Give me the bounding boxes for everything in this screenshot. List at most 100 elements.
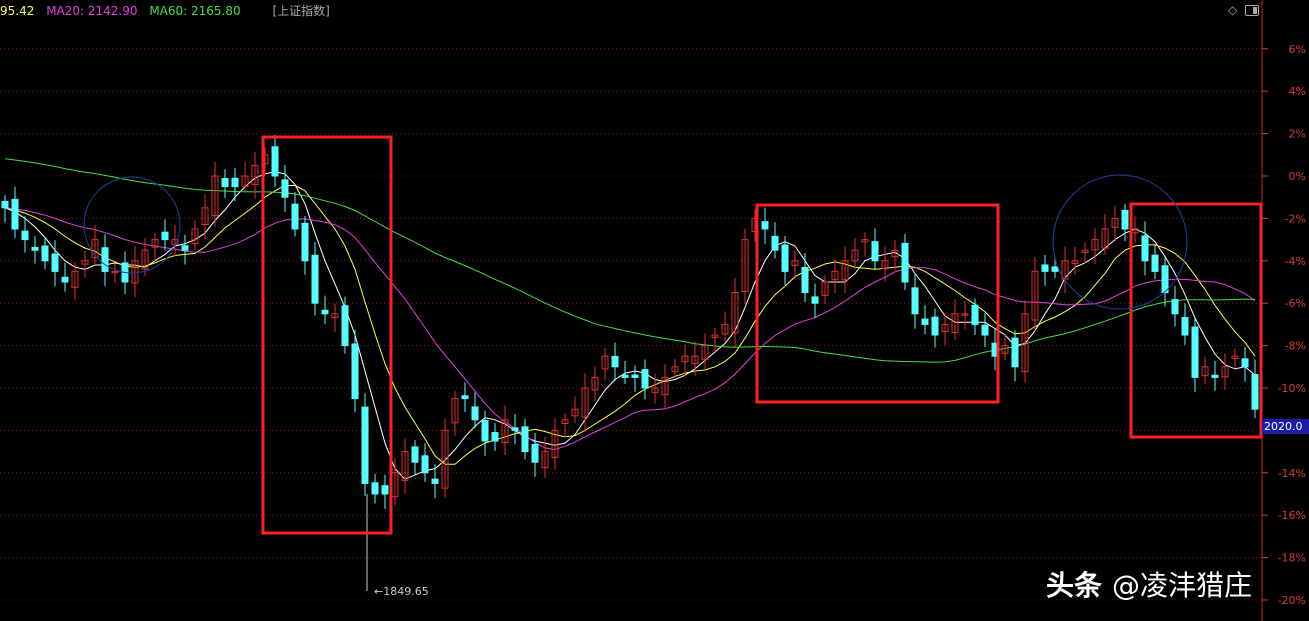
- candle-up: [591, 376, 599, 391]
- ma5-value: 95.42: [0, 4, 35, 18]
- candle-down: [311, 254, 319, 304]
- ma-legend: 95.42 MA20: 2142.90 MA60: 2165.80 [上证指数]: [0, 2, 338, 19]
- candle-up: [701, 345, 709, 360]
- candle-up: [791, 260, 799, 266]
- candle-up: [881, 260, 889, 270]
- candle-up: [1001, 345, 1009, 354]
- candle-up: [191, 228, 199, 245]
- candle-down: [11, 198, 19, 230]
- candle-down: [801, 267, 809, 294]
- candle-up: [1201, 366, 1209, 377]
- candle-down: [1041, 264, 1049, 272]
- watermark-brand: 头条: [1046, 569, 1103, 602]
- candle-down: [631, 374, 639, 378]
- candle-up: [731, 292, 739, 334]
- candle-down: [31, 246, 39, 251]
- candle-down: [931, 316, 939, 336]
- candle-down: [411, 446, 419, 463]
- panel-toggle-icon[interactable]: [1245, 5, 1260, 16]
- y-tick-label: -2%: [1285, 212, 1306, 225]
- candle-up: [831, 270, 839, 281]
- candle-up: [561, 419, 569, 424]
- candle-up: [1111, 217, 1119, 228]
- candle-down: [781, 244, 789, 272]
- candle-up: [551, 429, 559, 458]
- candle-down: [1, 200, 9, 209]
- candle-down: [511, 427, 519, 431]
- y-tick-label: 4%: [1289, 85, 1306, 98]
- y-tick-label: -18%: [1278, 552, 1306, 565]
- candle-up: [501, 419, 509, 443]
- candle-down: [471, 406, 479, 421]
- candle-up: [941, 323, 949, 333]
- candle-up: [861, 239, 869, 243]
- candle-up: [1031, 270, 1039, 321]
- candle-up: [401, 451, 409, 481]
- candle-up: [1021, 313, 1029, 373]
- candle-up: [111, 270, 119, 274]
- ma20-value: MA20: 2142.90: [46, 4, 138, 18]
- y-tick-label: -4%: [1285, 255, 1306, 268]
- candle-up: [841, 260, 849, 281]
- candle-up: [671, 366, 679, 372]
- candle-up: [211, 175, 219, 217]
- candle-up: [601, 355, 609, 370]
- current-price-tag: 2020.0: [1262, 419, 1309, 434]
- candle-up: [581, 387, 589, 418]
- candle-up: [651, 387, 659, 393]
- candle-up: [151, 239, 159, 248]
- candle-down: [611, 355, 619, 368]
- candle-up: [1071, 260, 1079, 264]
- candle-down: [811, 296, 819, 304]
- candle-down: [761, 221, 769, 230]
- highlight-box: [1129, 202, 1263, 439]
- candle-down: [1181, 317, 1189, 336]
- candle-down: [1141, 235, 1149, 262]
- candle-down: [531, 443, 539, 463]
- candle-up: [201, 207, 209, 226]
- y-tick-label: 6%: [1289, 43, 1306, 56]
- candle-down: [301, 222, 309, 262]
- candle-up: [1091, 239, 1099, 251]
- candle-down: [921, 318, 929, 325]
- y-tick-label: 0%: [1289, 170, 1306, 183]
- candle-down: [51, 253, 59, 272]
- candle-down: [1191, 326, 1199, 378]
- y-tick-label: -16%: [1278, 509, 1306, 522]
- candle-down: [41, 245, 49, 262]
- y-tick-label: 2%: [1289, 128, 1306, 141]
- candle-up: [1061, 260, 1069, 280]
- candle-down: [641, 369, 649, 389]
- ma60-value: MA60: 2165.80: [149, 4, 241, 18]
- candle-down: [1211, 374, 1219, 378]
- y-tick-label: -20%: [1278, 594, 1306, 607]
- candle-down: [1011, 337, 1019, 368]
- candle-up: [541, 451, 549, 469]
- candle-up: [1081, 249, 1089, 253]
- candle-up: [1221, 366, 1229, 378]
- candle-up: [241, 175, 249, 187]
- y-tick-label: -14%: [1278, 467, 1306, 480]
- candle-down: [281, 179, 289, 198]
- candle-up: [961, 313, 969, 316]
- y-tick-label: -8%: [1285, 340, 1306, 353]
- candle-up: [251, 164, 259, 185]
- candle-down: [101, 247, 109, 272]
- candle-down: [321, 309, 329, 315]
- highlight-circle: [1052, 174, 1188, 310]
- watermark: 头条 @凌沣猎庄: [1046, 564, 1252, 604]
- candle-down: [21, 230, 29, 241]
- candle-up: [851, 249, 859, 262]
- candle-down: [461, 395, 469, 400]
- candle-down: [351, 343, 359, 400]
- diamond-icon[interactable]: ◇: [1228, 3, 1238, 17]
- candle-down: [271, 146, 279, 177]
- candle-down: [521, 426, 529, 453]
- watermark-handle: @凌沣猎庄: [1112, 569, 1253, 602]
- candle-down: [291, 203, 299, 230]
- candle-down: [1121, 209, 1129, 230]
- candle-down: [371, 482, 379, 495]
- candle-down: [1171, 299, 1179, 315]
